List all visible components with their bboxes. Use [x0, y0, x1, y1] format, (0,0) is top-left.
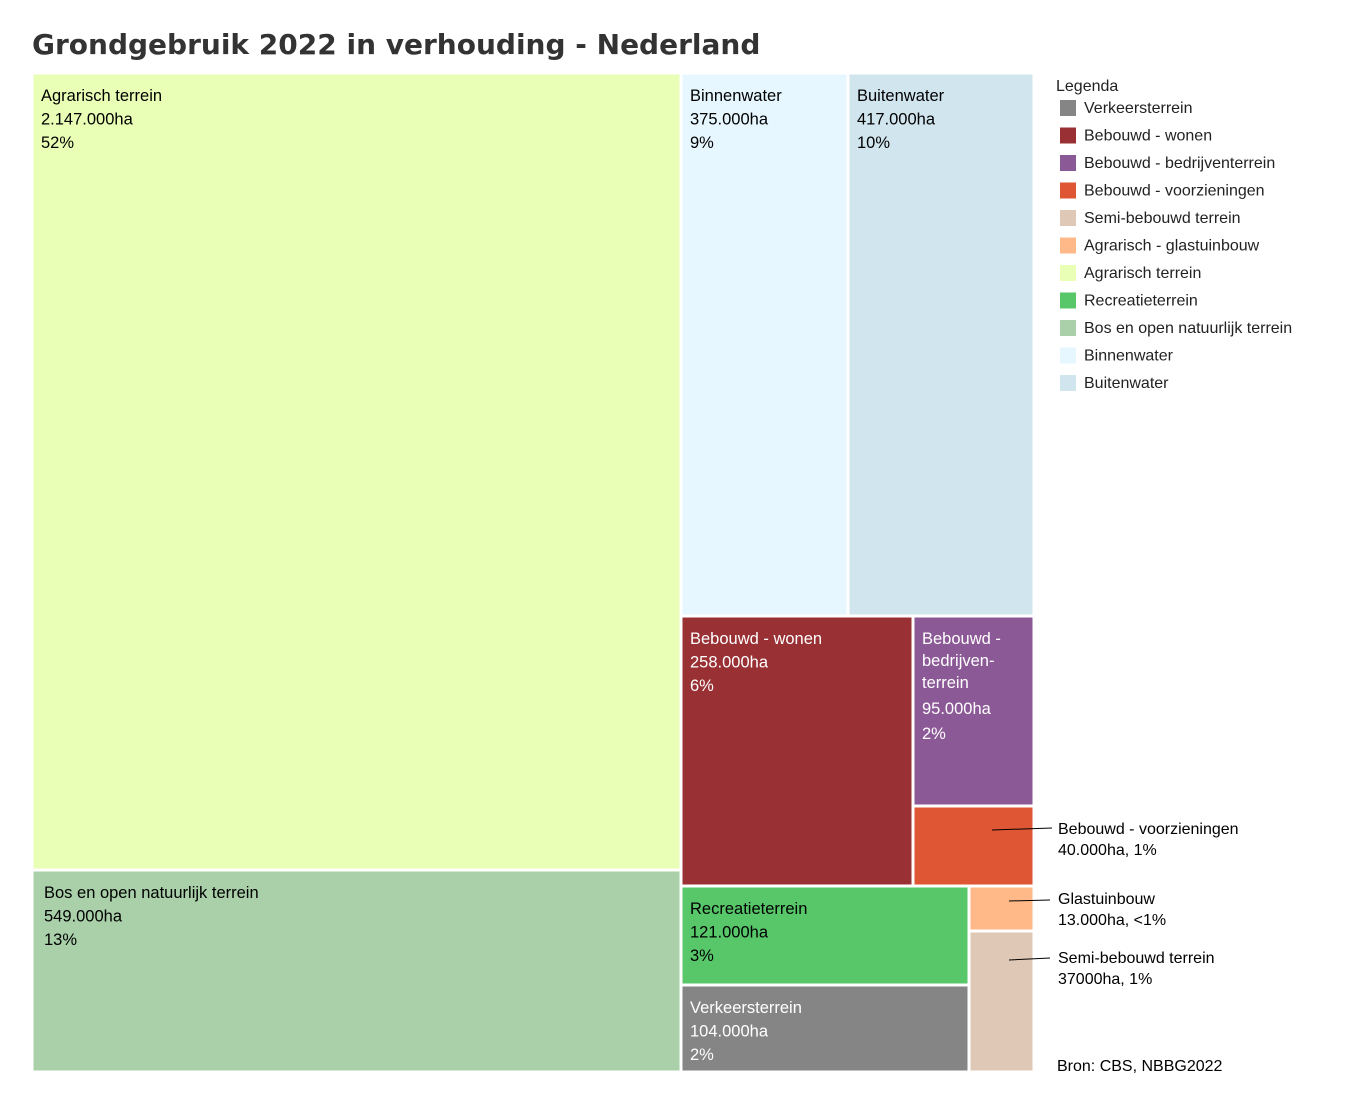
cell-buitenwater — [846, 71, 1036, 618]
annotation-leader-line — [1008, 957, 1051, 961]
cell-name-recreatie: Recreatieterrein — [690, 900, 807, 918]
cell-voorzieningen — [911, 804, 1036, 888]
cell-bos — [30, 868, 683, 1074]
cell-value-buitenwater: 417.000ha — [857, 111, 936, 129]
cell-name-buitenwater: Buitenwater — [857, 87, 945, 105]
legend-label: Verkeersterrein — [1084, 100, 1193, 117]
legend-item: Verkeersterrein — [1060, 100, 1193, 117]
cell-label-bos: Bos en open natuurlijk terrein 549.000ha 1… — [44, 884, 259, 949]
cell-label-binnenwater: Binnenwater 375.000ha 9% — [690, 87, 782, 152]
cell-percent-wonen: 6% — [690, 677, 714, 695]
legend-swatch — [1060, 155, 1076, 171]
cell-name-bedrijven: bedrijven- — [922, 652, 994, 670]
cell-percent-bedrijven: 2% — [922, 725, 946, 743]
legend-label: Bebouwd - bedrijventerrein — [1084, 155, 1275, 172]
legend-item: Bebouwd - bedrijventerrein — [1060, 155, 1275, 172]
legend-item: Bebouwd - voorzieningen — [1060, 182, 1265, 200]
annotation-label: Bebouwd - voorzieningen — [1058, 821, 1239, 838]
legend-swatch — [1060, 182, 1076, 199]
legend-label: Agrarisch - glastuinbouw — [1084, 238, 1260, 255]
legend-item: Recreatieterrein — [1060, 292, 1198, 310]
cell-label-verkeer: Verkeersterrein 104.000ha 2% — [690, 999, 802, 1064]
legend-label: Semi-bebouwd terrein — [1084, 210, 1241, 227]
legend-label: Bos en open natuurlijk terrein — [1084, 320, 1292, 337]
legend-swatch — [1060, 127, 1076, 144]
annotation-leader-line — [991, 827, 1053, 831]
cell-agrarisch — [30, 71, 683, 872]
cell-percent-bos: 13% — [44, 931, 77, 949]
cell-name-binnenwater: Binnenwater — [690, 87, 782, 105]
annotation-value: 37000ha, 1% — [1058, 971, 1152, 988]
legend-item: Bebouwd - wonen — [1060, 127, 1212, 145]
legend-swatch — [1060, 237, 1076, 254]
legend-item: Binnenwater — [1060, 347, 1174, 365]
cell-label-buitenwater: Buitenwater 417.000ha 10% — [857, 87, 945, 152]
cell-value-binnenwater: 375.000ha — [690, 111, 769, 129]
legend-item: Bos en open natuurlijk terrein — [1060, 320, 1292, 337]
cell-percent-buitenwater: 10% — [857, 134, 890, 152]
cell-percent-agrarisch: 52% — [41, 134, 74, 152]
callout-annotations: Bebouwd - voorzieningen 40.000ha, 1% Glast… — [991, 821, 1239, 988]
annotation-label: Semi-bebouwd terrein — [1058, 950, 1215, 967]
legend-label: Recreatieterrein — [1084, 293, 1198, 310]
annotation-semi: Semi-bebouwd terrein 37000ha, 1% — [1008, 950, 1215, 988]
cell-label-recreatie: Recreatieterrein 121.000ha 3% — [690, 900, 807, 965]
legend: Legenda Verkeersterrein Bebouwd - wonen Be… — [1056, 78, 1292, 392]
legend-label: Bebouwd - wonen — [1084, 128, 1212, 145]
cell-name-verkeer: Verkeersterrein — [690, 999, 802, 1017]
legend-swatch — [1060, 375, 1076, 391]
cell-percent-recreatie: 3% — [690, 947, 714, 965]
cell-value-wonen: 258.000ha — [690, 654, 769, 672]
cell-value-agrarisch: 2.147.000ha — [41, 111, 134, 129]
legend-swatch — [1060, 292, 1076, 309]
cell-value-recreatie: 121.000ha — [690, 924, 769, 942]
annotation-leader-line — [1008, 899, 1051, 902]
cell-semi — [967, 929, 1036, 1074]
legend-item: Agrarisch terrein — [1060, 265, 1201, 282]
legend-swatch — [1060, 210, 1076, 226]
cell-wonen — [679, 614, 915, 888]
treemap-labels: Agrarisch terrein 2.147.000ha 52% Bos en op… — [41, 87, 1001, 1064]
legend-swatch — [1060, 320, 1076, 336]
legend-item: Semi-bebouwd terrein — [1060, 210, 1241, 227]
legend-title: Legenda — [1056, 78, 1118, 95]
legend-label: Binnenwater — [1084, 348, 1174, 365]
source-note: Bron: CBS, NBBG2022 — [1057, 1058, 1223, 1075]
cell-value-verkeer: 104.000ha — [690, 1023, 769, 1041]
cell-percent-verkeer: 2% — [690, 1046, 714, 1064]
cell-label-bedrijven: Bebouwd - bedrijven-terrein 95.000ha 2% — [922, 630, 1001, 743]
cell-name-wonen: Bebouwd - wonen — [690, 630, 822, 648]
cell-bedrijven — [911, 614, 1036, 808]
annotation-label: Glastuinbouw — [1058, 891, 1155, 908]
cell-name-bedrijven: Bebouwd - — [922, 630, 1001, 648]
legend-label: Bebouwd - voorzieningen — [1084, 183, 1265, 200]
cell-name-bedrijven: terrein — [922, 674, 969, 692]
annotation-value: 13.000ha, <1% — [1058, 912, 1166, 929]
legend-label: Buitenwater — [1084, 375, 1169, 392]
cell-value-bedrijven: 95.000ha — [922, 700, 992, 718]
annotation-voorzieningen: Bebouwd - voorzieningen 40.000ha, 1% — [991, 821, 1239, 859]
legend-label: Agrarisch terrein — [1084, 265, 1201, 282]
legend-swatch — [1060, 347, 1076, 364]
cell-verkeer — [679, 983, 971, 1074]
cell-binnenwater — [679, 71, 850, 618]
cell-name-agrarisch: Agrarisch terrein — [41, 87, 162, 105]
cell-label-wonen: Bebouwd - wonen 258.000ha 6% — [690, 630, 822, 695]
cell-label-agrarisch: Agrarisch terrein 2.147.000ha 52% — [41, 87, 162, 152]
treemap-cells — [30, 71, 1036, 1074]
legend-item: Agrarisch - glastuinbouw — [1060, 237, 1260, 255]
legend-item: Buitenwater — [1060, 375, 1169, 392]
legend-swatch — [1060, 100, 1076, 116]
cell-percent-binnenwater: 9% — [690, 134, 714, 152]
cell-value-bos: 549.000ha — [44, 908, 123, 926]
chart-title: Grondgebruik 2022 in verhouding - Nederl… — [32, 28, 760, 61]
annotation-glastuinbouw: Glastuinbouw 13.000ha, <1% — [1008, 891, 1166, 929]
annotation-value: 40.000ha, 1% — [1058, 842, 1157, 859]
cell-name-bos: Bos en open natuurlijk terrein — [44, 884, 259, 902]
legend-swatch — [1060, 265, 1076, 281]
cell-glastuinbouw — [967, 884, 1036, 933]
